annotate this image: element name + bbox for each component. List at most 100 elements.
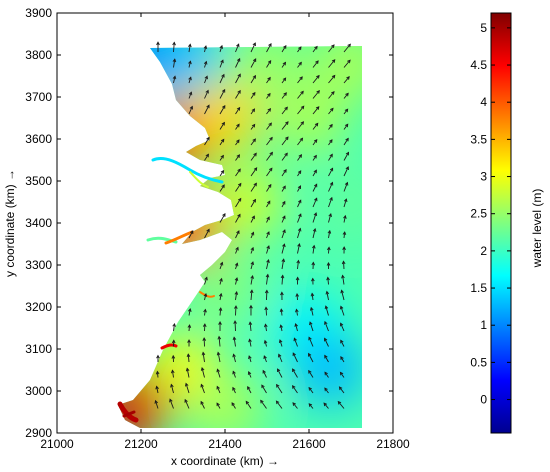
velocity-arrow: [312, 60, 319, 68]
velocity-arrow: [297, 228, 301, 239]
velocity-arrow: [324, 355, 329, 363]
velocity-arrow: [281, 77, 286, 84]
velocity-arrow: [204, 293, 207, 301]
velocity-arrow: [217, 352, 221, 363]
velocity-arrow: [281, 275, 284, 285]
velocity-arrow: [276, 400, 283, 409]
velocity-arrow: [281, 229, 286, 239]
velocity-arrowhead: [330, 107, 334, 112]
velocity-arrowhead: [236, 123, 240, 128]
velocity-arrowhead: [220, 154, 224, 159]
velocity-arrow: [188, 61, 191, 68]
velocity-arrowhead: [204, 75, 208, 80]
water-level-sample: [209, 165, 283, 239]
velocity-arrow: [312, 198, 318, 208]
velocity-arrow: [200, 401, 205, 409]
velocity-arrowhead: [263, 339, 268, 344]
velocity-arrowhead: [297, 227, 302, 232]
velocity-arrow: [343, 43, 351, 53]
velocity-arrowhead: [329, 153, 333, 158]
velocity-arrow: [219, 170, 224, 177]
velocity-arrow: [235, 139, 240, 146]
velocity-arrowhead: [188, 91, 193, 96]
velocity-arrow: [328, 230, 331, 239]
velocity-arrow: [235, 183, 242, 192]
velocity-arrow: [235, 277, 238, 285]
velocity-arrow: [184, 399, 190, 409]
velocity-arrow: [250, 42, 256, 53]
velocity-arrowhead: [340, 289, 344, 294]
river-channel: [160, 343, 178, 350]
velocity-arrowhead: [232, 336, 237, 341]
velocity-arrow: [235, 198, 242, 208]
velocity-arrowhead: [216, 368, 220, 373]
velocity-arrowhead: [236, 139, 240, 144]
velocity-arrow: [156, 371, 159, 378]
velocity-arrowhead: [190, 230, 194, 234]
velocity-arrowhead: [323, 337, 328, 342]
velocity-arrow: [204, 277, 208, 285]
velocity-arrow: [278, 354, 283, 363]
velocity-arrow: [188, 106, 193, 115]
velocity-arrow: [188, 77, 192, 84]
velocity-arrow: [323, 402, 329, 409]
velocity-arrow: [297, 170, 302, 177]
velocity-arrowhead: [344, 181, 349, 186]
velocity-arrow: [281, 136, 289, 146]
velocity-arrow: [280, 325, 283, 332]
colorbar-tick-label: 1.5: [470, 281, 487, 295]
velocity-arrowhead: [221, 184, 225, 189]
velocity-arrowhead: [233, 320, 237, 324]
velocity-arrow: [249, 339, 252, 347]
velocity-arrowhead: [309, 306, 314, 311]
velocity-arrow: [188, 324, 191, 332]
velocity-arrow: [188, 44, 191, 53]
velocity-arrow: [312, 169, 317, 177]
velocity-arrowhead: [237, 89, 241, 94]
velocity-arrowhead: [340, 339, 344, 344]
velocity-arrow: [327, 277, 329, 285]
velocity-arrowhead: [236, 230, 240, 235]
velocity-arrow: [216, 402, 221, 409]
velocity-arrowhead: [249, 304, 253, 309]
water-level-sample: [188, 370, 262, 428]
velocity-arrowhead: [234, 291, 239, 295]
velocity-arrow: [219, 45, 223, 53]
velocity-arrowhead: [323, 402, 328, 407]
velocity-arrowhead: [232, 370, 236, 375]
y-tick-label: 3600: [25, 132, 52, 146]
colorbar-tick-label: 4.5: [470, 58, 487, 72]
velocity-arrowhead: [200, 383, 204, 388]
velocity-arrow: [171, 370, 174, 378]
velocity-arrowhead: [221, 121, 225, 126]
velocity-arrowhead: [345, 137, 349, 142]
velocity-arrow: [216, 386, 221, 394]
velocity-arrowhead: [218, 321, 222, 325]
velocity-arrow: [312, 75, 320, 84]
velocity-arrow: [233, 337, 236, 347]
velocity-arrow: [337, 401, 345, 409]
velocity-arrowhead: [314, 45, 318, 50]
river-channel: [164, 230, 194, 245]
y-tick-label: 3200: [25, 300, 52, 314]
velocity-arrowhead: [184, 398, 188, 403]
colorbar-tick-label: 3.5: [470, 132, 487, 146]
velocity-arrowhead: [267, 92, 271, 97]
velocity-arrow: [343, 138, 349, 146]
velocity-arrowhead: [252, 91, 256, 96]
velocity-arrowhead: [201, 351, 206, 356]
velocity-arrowhead: [172, 41, 176, 46]
velocity-arrowhead: [156, 41, 160, 46]
velocity-arrowhead: [285, 121, 289, 125]
velocity-arrow: [233, 354, 236, 363]
velocity-arrowhead: [222, 104, 226, 109]
velocity-arrow: [170, 384, 174, 394]
velocity-arrowhead: [170, 369, 175, 374]
velocity-arrowhead: [314, 197, 318, 202]
velocity-arrowhead: [251, 108, 256, 113]
velocity-arrow: [326, 291, 329, 301]
velocity-arrow: [312, 228, 316, 239]
velocity-arrowhead: [252, 138, 256, 143]
velocity-arrow: [281, 259, 285, 270]
velocity-arrowhead: [279, 308, 284, 313]
